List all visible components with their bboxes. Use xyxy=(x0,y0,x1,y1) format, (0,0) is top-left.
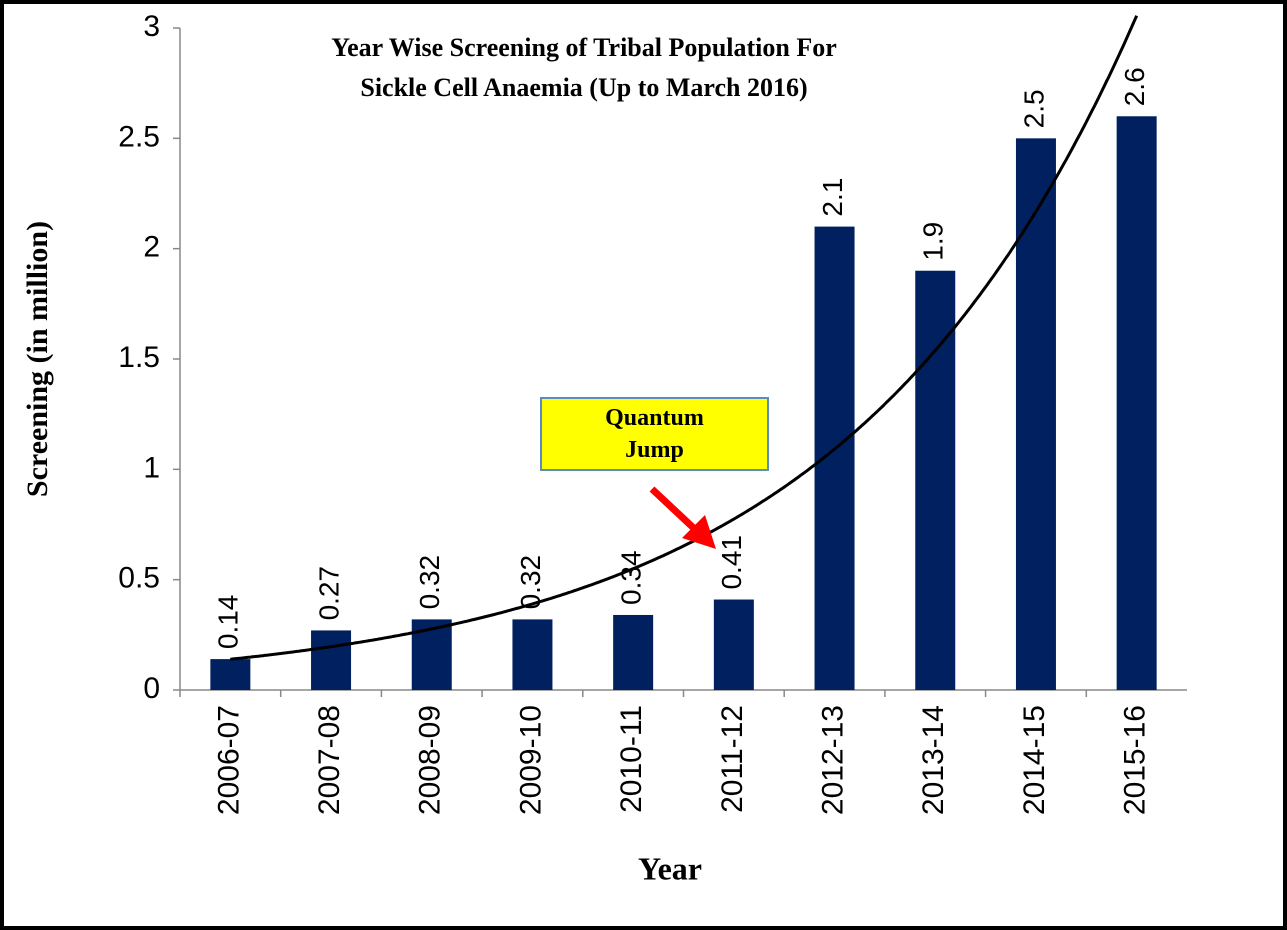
value-label: 2.1 xyxy=(817,178,848,217)
value-label: 2.6 xyxy=(1119,67,1150,106)
x-tick-label: 2008-09 xyxy=(414,705,447,815)
x-tick-label: 2011-12 xyxy=(716,705,749,813)
y-tick-label: 1.5 xyxy=(118,341,160,374)
y-tick-label: 1 xyxy=(143,451,160,484)
value-label: 0.34 xyxy=(616,550,647,605)
chart-title: Year Wise Screening of Tribal Population… xyxy=(331,33,837,62)
y-tick-label: 0 xyxy=(143,672,160,705)
value-label: 0.41 xyxy=(716,535,747,590)
x-tick-label: 2010-11 xyxy=(615,705,648,813)
x-tick-label: 2015-16 xyxy=(1119,705,1152,815)
annotation: Quantum Jump xyxy=(605,405,704,463)
y-tick-label: 2.5 xyxy=(118,120,160,153)
x-tick-label: 2006-07 xyxy=(212,705,245,815)
chart-title: Sickle Cell Anaemia (Up to March 2016) xyxy=(360,73,807,102)
bar xyxy=(613,614,654,690)
bar xyxy=(311,630,352,690)
y-tick-label: 3 xyxy=(143,10,160,43)
x-tick-label: 2009-10 xyxy=(514,705,547,815)
x-tick-label: 2014-15 xyxy=(1018,705,1051,815)
bar xyxy=(210,659,251,690)
annotation-box: Quantum Jump xyxy=(540,397,769,471)
x-axis-label: Year xyxy=(638,850,702,886)
trendline xyxy=(230,15,1139,661)
x-tick-label: 2012-13 xyxy=(816,705,849,815)
bar xyxy=(814,226,855,690)
value-label: 0.14 xyxy=(213,595,244,650)
value-label: 2.5 xyxy=(1018,89,1049,128)
value-label: 0.32 xyxy=(414,555,445,610)
y-tick-label: 0.5 xyxy=(118,562,160,595)
value-label: 1.9 xyxy=(918,222,949,261)
y-axis-label: Screening (in million) xyxy=(21,221,54,497)
y-tick-label: 2 xyxy=(143,231,160,264)
value-label: 0.27 xyxy=(313,566,344,621)
bar xyxy=(1015,138,1056,691)
bar xyxy=(713,599,754,690)
x-tick-label: 2007-08 xyxy=(313,705,346,815)
bar xyxy=(512,619,553,690)
x-tick-label: 2013-14 xyxy=(917,705,950,815)
bar xyxy=(915,270,956,690)
bar xyxy=(1116,116,1157,691)
